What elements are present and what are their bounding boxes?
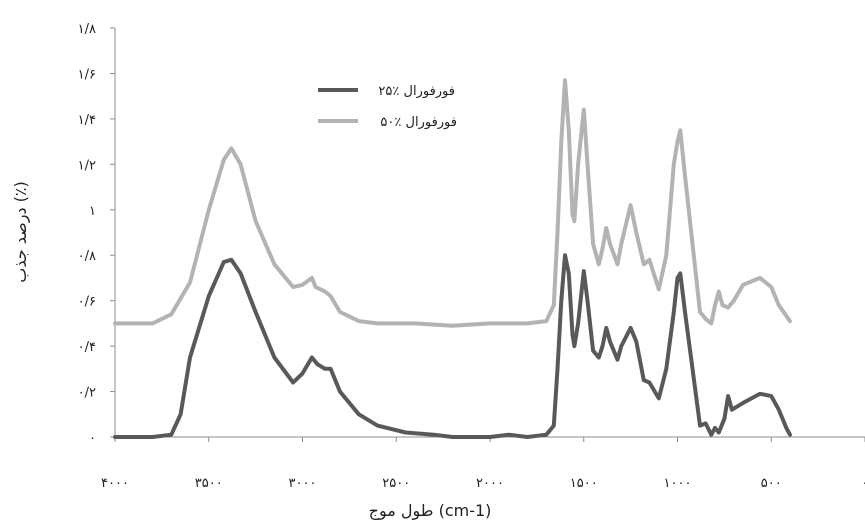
y-tick-label: ۱/۲	[78, 158, 96, 173]
y-tick-label: ۱/۸	[78, 22, 96, 37]
series-lines	[113, 78, 792, 439]
y-axis-title: درصد جذب (٪)	[11, 181, 31, 282]
y-tick-labels: ۰ ۰/۲ ۰/۴ ۰/۶ ۰/۸ ۱ ۱/۲ ۱/۴ ۱/۶ ۱/۸	[78, 22, 96, 446]
x-axis-title: طول موج (cm-1)	[369, 501, 492, 521]
y-tick-label: ۱	[89, 204, 96, 219]
x-tick-label: ۱۰۰۰	[664, 476, 692, 491]
legend-label-50: ۵۰٪ فورفورال	[380, 115, 457, 130]
y-tick-label: ۱/۴	[78, 113, 96, 128]
y-tick-label: ۰/۶	[78, 295, 96, 310]
y-tick-label: ۰	[89, 431, 96, 446]
legend: ۲۵٪ فورفورال ۵۰٪ فورفورال	[318, 84, 457, 130]
x-tick-label: ۲۵۰۰	[382, 476, 410, 491]
tick-marks	[110, 27, 865, 442]
y-tick-label: ۰/۴	[78, 340, 96, 355]
y-tick-label: ۱/۶	[78, 67, 96, 82]
x-tick-label: ۰	[862, 476, 865, 491]
x-tick-label: ۲۰۰۰	[476, 476, 504, 491]
x-tick-label: ۴۰۰۰	[101, 476, 129, 491]
x-tick-label: ۳۰۰۰	[289, 476, 317, 491]
x-tick-label: ۳۵۰۰	[195, 476, 223, 491]
y-tick-label: ۰/۲	[78, 386, 96, 401]
x-tick-label: ۵۰۰	[761, 476, 782, 491]
series-line-25	[113, 253, 792, 439]
y-tick-label: ۰/۸	[78, 249, 96, 264]
series-line-50	[113, 78, 792, 328]
axes	[114, 28, 865, 438]
legend-label-25: ۲۵٪ فورفورال	[378, 84, 455, 99]
x-tick-labels: ۴۰۰۰ ۳۵۰۰ ۳۰۰۰ ۲۵۰۰ ۲۰۰۰ ۱۵۰۰ ۱۰۰۰ ۵۰۰ ۰	[101, 476, 865, 491]
x-tick-label: ۱۵۰۰	[570, 476, 598, 491]
